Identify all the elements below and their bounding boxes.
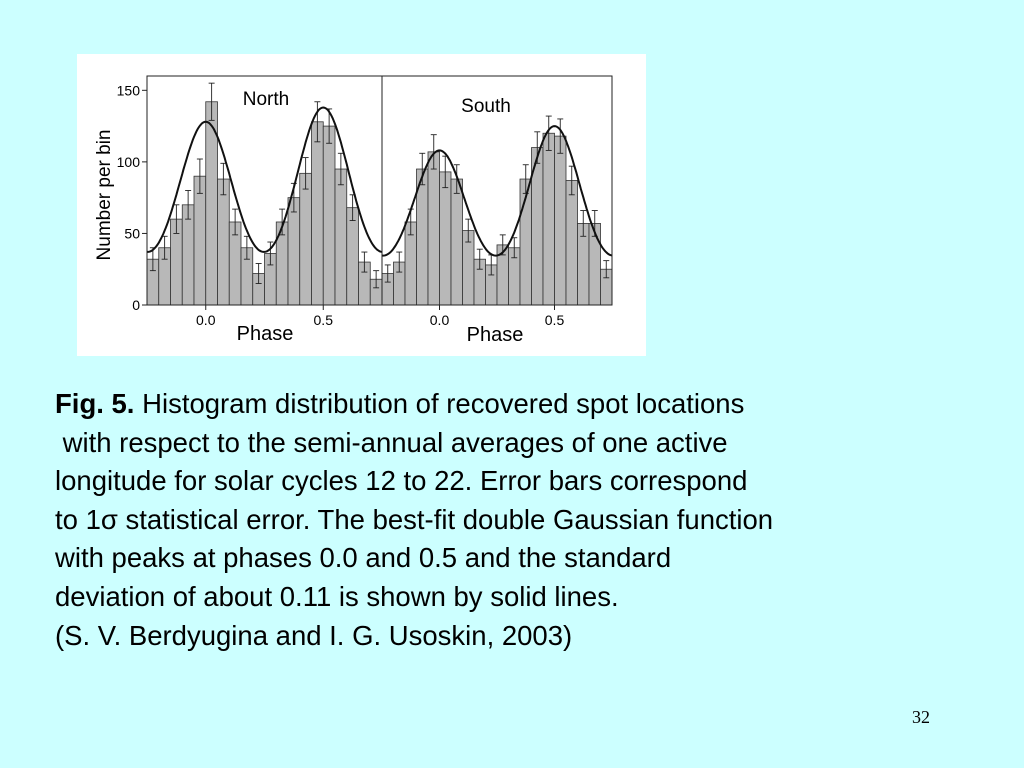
north-error-bar xyxy=(208,82,215,121)
south-x-ticks: 0.0 0.5 xyxy=(430,305,565,328)
south-bars xyxy=(381,132,613,306)
south-x-tick-label: 0.5 xyxy=(545,312,565,328)
south-error-bar xyxy=(384,264,391,283)
north-title: North xyxy=(243,89,289,110)
north-error-bar xyxy=(196,158,203,194)
north-bars xyxy=(146,101,383,306)
caption-line-1: Fig. 5. Histogram distribution of recove… xyxy=(55,385,975,424)
north-error-bar xyxy=(361,251,368,273)
south-panel: 0.0 0.5 South Phase xyxy=(381,75,613,346)
caption-line-3: longitude for solar cycles 12 to 22. Err… xyxy=(55,465,748,497)
north-bar xyxy=(334,168,348,306)
caption-line-4: to 1σ statistical error. The best-fit do… xyxy=(55,503,774,535)
south-bar xyxy=(542,132,555,306)
north-error-bar xyxy=(279,208,286,236)
histogram-figure: Number per bin 0 50 100 150 0.0 0.5 North Ph… xyxy=(94,75,613,346)
north-bar xyxy=(311,121,324,306)
south-error-bar xyxy=(580,210,587,237)
south-x-tick-label: 0.0 xyxy=(430,312,450,328)
south-error-bars xyxy=(384,115,610,283)
north-error-bar xyxy=(267,241,274,266)
north-bar xyxy=(217,178,230,306)
south-bar xyxy=(450,178,463,306)
caption-line-1-text: Histogram distribution of recovered spot… xyxy=(134,388,745,419)
south-error-bar xyxy=(396,251,403,273)
north-y-tick-label: 150 xyxy=(117,82,141,98)
caption-fig-label: Fig. 5. xyxy=(55,388,135,419)
north-error-bar xyxy=(302,157,309,190)
north-ylabel: Number per bin xyxy=(94,130,115,261)
north-y-tick-label: 100 xyxy=(117,154,141,170)
south-bar xyxy=(554,135,567,306)
north-error-bar xyxy=(232,208,239,236)
south-error-bar xyxy=(603,260,610,279)
south-fit-curve xyxy=(381,125,613,257)
north-bar xyxy=(322,125,336,306)
north-fit-curve xyxy=(147,106,383,253)
figure: Number per bin 0 50 100 150 0.0 0.5 North Ph… xyxy=(77,54,646,356)
south-bar xyxy=(565,180,578,306)
north-y-tick-label: 0 xyxy=(132,297,140,313)
south-error-bar xyxy=(476,248,483,270)
north-error-bar xyxy=(373,270,380,289)
page-number: 32 xyxy=(912,707,930,727)
north-error-bar xyxy=(185,190,192,220)
south-error-bar xyxy=(430,134,437,170)
south-error-bar xyxy=(557,118,564,154)
caption-line-5: with peaks at phases 0.0 and 0.5 and the… xyxy=(55,542,672,574)
north-bar xyxy=(346,207,359,306)
south-plot-frame xyxy=(381,75,613,306)
north-bar xyxy=(287,197,301,306)
south-xlabel: Phase xyxy=(467,324,524,346)
north-panel: 0 50 100 150 0.0 0.5 North Phase xyxy=(117,75,383,345)
north-bar xyxy=(193,175,207,306)
north-y-tick-label: 50 xyxy=(124,225,140,241)
caption-line-7: (S. V. Berdyugina and I. G. Usoskin, 200… xyxy=(55,619,573,651)
north-error-bars xyxy=(149,82,380,289)
north-xlabel: Phase xyxy=(237,323,294,345)
north-error-bar xyxy=(314,101,321,143)
north-error-bar xyxy=(255,263,262,284)
north-x-tick-label: 0.0 xyxy=(196,312,216,328)
south-error-bar xyxy=(545,115,552,151)
south-error-bar xyxy=(465,218,472,243)
caption-line-2: with respect to the semi-annual averages… xyxy=(55,426,728,458)
south-bar xyxy=(439,171,452,306)
north-x-tick-label: 0.5 xyxy=(314,312,334,328)
figure-caption: Fig. 5. Histogram distribution of recove… xyxy=(55,385,975,655)
north-bar xyxy=(299,172,312,306)
caption-line-6: deviation of about 0.11 is shown by soli… xyxy=(55,580,619,612)
north-bar xyxy=(181,204,195,306)
north-x-ticks: 0.0 0.5 xyxy=(196,305,333,328)
north-y-ticks: 0 50 100 150 xyxy=(117,82,147,313)
south-bar xyxy=(427,151,440,306)
south-title: South xyxy=(461,96,511,117)
